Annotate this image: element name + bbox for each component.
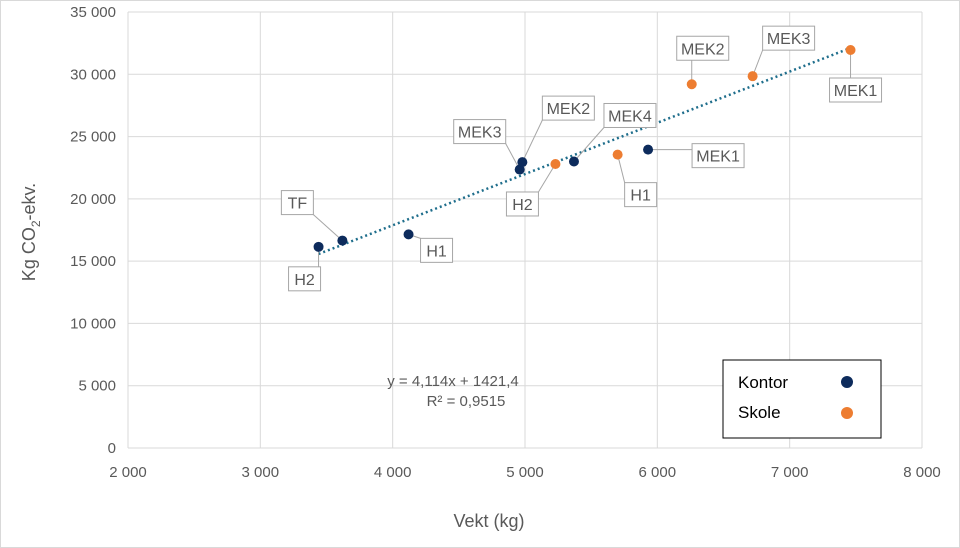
x-tick-label: 7 000 bbox=[771, 464, 809, 481]
data-point-kontor-tf bbox=[337, 235, 348, 246]
x-tick-label: 4 000 bbox=[374, 464, 412, 481]
x-tick-label: 5 000 bbox=[506, 464, 544, 481]
callout-label: MEK1 bbox=[696, 149, 740, 166]
x-axis-title: Vekt (kg) bbox=[453, 511, 524, 531]
callout-box bbox=[505, 191, 539, 217]
y-tick-label: 15 000 bbox=[70, 253, 116, 270]
y-tick-label: 25 000 bbox=[70, 129, 116, 146]
x-axis-ticks: 2 000 3 000 4 000 5 000 6 000 7 000 8 000 bbox=[109, 464, 941, 481]
callout-label: H2 bbox=[294, 272, 315, 289]
callout-box bbox=[676, 35, 730, 61]
callout-skole-mek2: MEK2 bbox=[676, 35, 730, 61]
y-tick-label: 30 000 bbox=[70, 66, 116, 83]
callout-label: MEK2 bbox=[681, 41, 725, 58]
data-point-kontor-h2 bbox=[313, 241, 324, 252]
callout-box bbox=[624, 182, 658, 208]
callout-kontor-h2: H2 bbox=[288, 266, 322, 292]
y-axis-title-tail: -ekv. bbox=[19, 183, 39, 221]
legend-label-skole: Skole bbox=[738, 403, 781, 422]
data-point-kontor-h1 bbox=[403, 229, 414, 240]
callout-leader bbox=[538, 163, 556, 193]
trendline-equation: y = 4,114x + 1421,4 bbox=[387, 373, 519, 390]
y-axis-title-subscript: 2 bbox=[29, 220, 43, 227]
callout-label: H2 bbox=[512, 197, 533, 214]
data-point-skole-mek2 bbox=[686, 79, 697, 90]
callout-kontor-h1: H1 bbox=[420, 237, 454, 263]
callout-box bbox=[691, 143, 745, 169]
data-point-skole-mek3 bbox=[747, 71, 758, 82]
callout-label: MEK4 bbox=[608, 108, 652, 125]
callout-leader bbox=[573, 127, 605, 162]
trendline-r2: R² = 0,9515 bbox=[427, 393, 506, 410]
data-point-kontor-mek1 bbox=[643, 144, 654, 155]
data-point-skole-h1 bbox=[612, 149, 623, 160]
y-tick-label: 0 bbox=[108, 440, 116, 457]
callout-kontor-mek4: MEK4 bbox=[603, 102, 657, 128]
legend-marker-kontor bbox=[841, 376, 853, 388]
callout-skole-mek3: MEK3 bbox=[762, 25, 816, 51]
data-points bbox=[313, 44, 856, 252]
callout-label: MEK3 bbox=[767, 31, 811, 48]
trendline bbox=[318, 46, 851, 256]
x-tick-label: 2 000 bbox=[109, 464, 147, 481]
data-point-skole-h2 bbox=[550, 158, 561, 169]
callout-label: H1 bbox=[426, 243, 447, 260]
y-axis-ticks: 0 5 000 10 000 15 000 20 000 25 000 30 000 35 0… bbox=[70, 4, 116, 457]
y-tick-label: 5 000 bbox=[78, 378, 116, 395]
data-callouts: H2 TF H1 MEK3 MEK2 MEK4 MEK1 H2 H1 MEK2 MEK3 MEK1 bbox=[280, 25, 883, 292]
x-tick-label: 3 000 bbox=[242, 464, 280, 481]
trendline-group bbox=[318, 46, 851, 256]
legend-box bbox=[722, 359, 882, 439]
data-point-kontor-mek4 bbox=[568, 156, 579, 167]
y-axis-title: Kg CO2-ekv. bbox=[19, 183, 43, 281]
y-axis-title-main: Kg CO bbox=[19, 227, 39, 281]
callout-kontor-tf: TF bbox=[280, 190, 314, 216]
callout-kontor-mek3: MEK3 bbox=[453, 119, 507, 145]
callout-kontor-mek2: MEK2 bbox=[541, 95, 595, 121]
callout-leader bbox=[521, 119, 543, 163]
x-tick-label: 6 000 bbox=[639, 464, 677, 481]
legend: Kontor Skole bbox=[722, 359, 882, 439]
data-point-kontor-mek2 bbox=[517, 157, 528, 168]
callout-box bbox=[280, 190, 314, 216]
callout-box bbox=[541, 95, 595, 121]
callout-box bbox=[453, 119, 507, 145]
callout-box bbox=[420, 237, 454, 263]
callout-label: TF bbox=[288, 196, 308, 213]
legend-label-kontor: Kontor bbox=[738, 373, 788, 392]
y-tick-label: 20 000 bbox=[70, 191, 116, 208]
gridlines bbox=[127, 11, 923, 449]
callout-label: MEK1 bbox=[834, 83, 878, 100]
callout-label: H1 bbox=[630, 188, 651, 205]
callout-box bbox=[829, 77, 883, 103]
legend-marker-skole bbox=[841, 407, 853, 419]
x-tick-label: 8 000 bbox=[903, 464, 941, 481]
callout-label: MEK2 bbox=[547, 101, 591, 118]
data-point-skole-mek1 bbox=[845, 44, 856, 55]
callout-skole-mek1: MEK1 bbox=[829, 77, 883, 103]
callout-skole-h2: H2 bbox=[505, 191, 539, 217]
callout-label: MEK3 bbox=[458, 125, 502, 142]
callout-skole-h1: H1 bbox=[624, 182, 658, 208]
y-tick-label: 10 000 bbox=[70, 315, 116, 332]
callout-box bbox=[288, 266, 322, 292]
callout-box bbox=[603, 102, 657, 128]
callout-kontor-mek1: MEK1 bbox=[691, 143, 745, 169]
callout-leader bbox=[313, 214, 343, 241]
y-tick-label: 35 000 bbox=[70, 4, 116, 21]
callout-box bbox=[762, 25, 816, 51]
